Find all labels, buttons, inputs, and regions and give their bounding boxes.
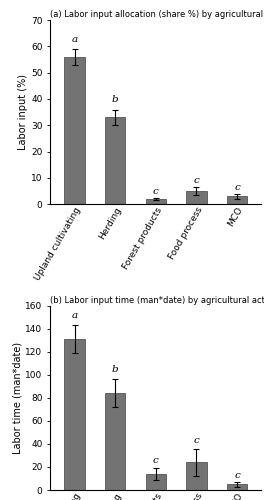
Text: (a) Labor input allocation (share %) by agricultural activity: (a) Labor input allocation (share %) by … <box>50 10 264 19</box>
Text: c: c <box>153 188 159 196</box>
Bar <box>146 199 166 204</box>
Text: c: c <box>234 182 240 192</box>
Text: c: c <box>194 436 199 445</box>
Text: b: b <box>112 364 119 374</box>
Text: a: a <box>72 34 78 43</box>
Bar <box>227 196 247 204</box>
Bar <box>186 462 206 490</box>
Bar <box>105 393 125 490</box>
Bar <box>146 474 166 490</box>
Text: b: b <box>112 96 119 104</box>
Bar <box>227 484 247 490</box>
Bar <box>64 339 85 490</box>
Bar <box>186 191 206 204</box>
Y-axis label: Labor time (man*date): Labor time (man*date) <box>12 342 22 454</box>
Y-axis label: Labor input (%): Labor input (%) <box>18 74 28 150</box>
Text: (b) Labor input time (man*date) by agricultural activity: (b) Labor input time (man*date) by agric… <box>50 296 264 305</box>
Text: a: a <box>72 310 78 320</box>
Text: c: c <box>234 470 240 480</box>
Bar <box>64 57 85 204</box>
Text: c: c <box>153 456 159 464</box>
Text: c: c <box>194 176 199 184</box>
Bar <box>105 118 125 204</box>
